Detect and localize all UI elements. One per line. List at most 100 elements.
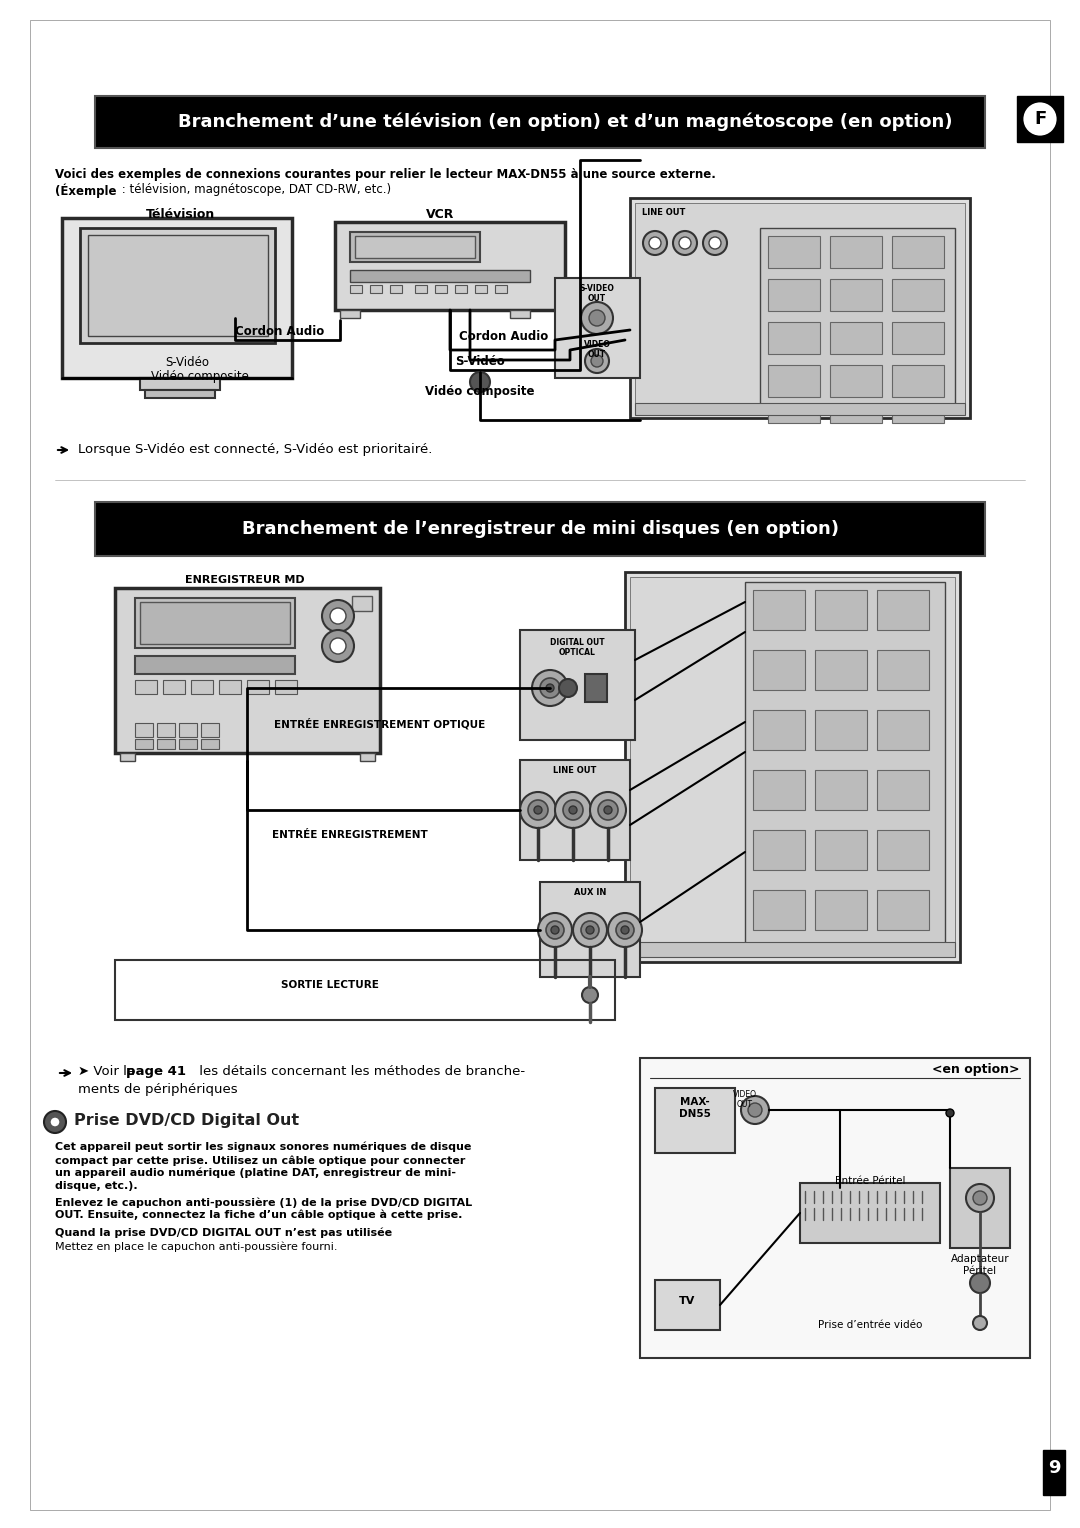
Circle shape [973, 1316, 987, 1329]
Bar [390, 286, 402, 293]
Circle shape [679, 237, 691, 249]
Bar [179, 723, 197, 736]
Bar [120, 753, 135, 761]
Text: un appareil audio numérique (platine DAT, enregistreur de mini-: un appareil audio numérique (platine DAT… [55, 1167, 456, 1178]
Text: Branchement de l’enregistreur de mini disques (en option): Branchement de l’enregistreur de mini di… [242, 520, 838, 538]
Circle shape [559, 678, 577, 697]
Bar [275, 680, 297, 694]
Text: Cet appareil peut sortir les signaux sonores numériques de disque: Cet appareil peut sortir les signaux son… [55, 1141, 471, 1152]
Bar [495, 286, 507, 293]
Bar [635, 203, 966, 413]
Circle shape [538, 914, 572, 947]
Circle shape [643, 231, 667, 255]
Bar [157, 740, 175, 749]
Bar [753, 830, 805, 869]
Circle shape [946, 1109, 954, 1117]
Bar [219, 680, 241, 694]
Text: Vidéo composite: Vidéo composite [426, 385, 535, 397]
Text: S-VIDEO
OUT: S-VIDEO OUT [580, 284, 615, 304]
Bar [163, 680, 185, 694]
Bar [892, 322, 944, 354]
Text: Enlevez le capuchon anti-poussière (1) de la prise DVD/CD DIGITAL: Enlevez le capuchon anti-poussière (1) d… [55, 1196, 472, 1207]
Bar [555, 278, 640, 377]
Text: LINE OUT: LINE OUT [553, 766, 596, 775]
Text: Vidéo composite: Vidéo composite [151, 370, 248, 384]
Text: Voici des exemples de connexions courantes pour relier le lecteur MAX-DN55 à une: Voici des exemples de connexions courant… [55, 168, 716, 180]
Text: 9: 9 [1048, 1459, 1061, 1478]
Bar [95, 96, 985, 148]
Bar [877, 830, 929, 869]
Bar [831, 365, 882, 397]
Bar [640, 1057, 1030, 1358]
Text: MAX-
DN55: MAX- DN55 [679, 1097, 711, 1118]
Circle shape [569, 805, 577, 814]
Circle shape [563, 801, 583, 821]
Circle shape [519, 792, 556, 828]
Text: AUX IN: AUX IN [573, 888, 606, 897]
Bar [877, 889, 929, 931]
Text: (Éxemple: (Éxemple [55, 183, 117, 197]
Bar [877, 649, 929, 691]
Circle shape [708, 237, 721, 249]
Bar [62, 219, 292, 377]
Text: LINE OUT: LINE OUT [642, 208, 686, 217]
Bar [831, 408, 882, 423]
Circle shape [586, 926, 594, 934]
Bar [753, 590, 805, 630]
Bar [370, 286, 382, 293]
Bar [635, 403, 966, 416]
Text: ENTRÉE ENREGISTREMENT OPTIQUE: ENTRÉE ENREGISTREMENT OPTIQUE [274, 718, 486, 729]
Bar [630, 199, 970, 419]
Text: Prise d’entrée vidéo: Prise d’entrée vidéo [818, 1320, 922, 1329]
Bar [892, 365, 944, 397]
Text: Adaptateur
Péritel: Adaptateur Péritel [950, 1254, 1010, 1276]
Text: Mettez en place le capuchon anti-poussière fourni.: Mettez en place le capuchon anti-poussiè… [55, 1242, 337, 1253]
Text: OPTICAL: OPTICAL [558, 648, 595, 657]
Bar [815, 590, 867, 630]
Text: F: F [1034, 110, 1047, 128]
Bar [140, 602, 291, 643]
Text: Entrée Péritel: Entrée Péritel [835, 1177, 905, 1186]
Circle shape [585, 348, 609, 373]
Text: Branchement d’une télévision (en option) et d’un magnétoscope (en option): Branchement d’une télévision (en option)… [178, 113, 953, 131]
Circle shape [673, 231, 697, 255]
Circle shape [973, 1190, 987, 1206]
Bar [201, 740, 219, 749]
Text: VIDEO
OUT: VIDEO OUT [583, 341, 610, 359]
Bar [475, 286, 487, 293]
Circle shape [621, 926, 629, 934]
Bar [157, 723, 175, 736]
Bar [654, 1088, 735, 1154]
Text: Cordon Audio: Cordon Audio [459, 330, 549, 342]
Bar [892, 280, 944, 312]
Circle shape [540, 678, 561, 698]
Bar [114, 588, 380, 753]
Bar [114, 960, 615, 1021]
Bar [87, 235, 268, 336]
Bar [753, 889, 805, 931]
Circle shape [582, 987, 598, 1002]
Bar [877, 770, 929, 810]
Bar [179, 740, 197, 749]
Bar [831, 235, 882, 267]
Circle shape [590, 792, 626, 828]
Text: TV: TV [679, 1296, 696, 1306]
Circle shape [322, 601, 354, 633]
Bar [135, 597, 295, 648]
Text: <en option>: <en option> [932, 1063, 1020, 1076]
Text: DIGITAL OUT: DIGITAL OUT [550, 639, 605, 646]
Bar [455, 286, 467, 293]
Bar [415, 286, 427, 293]
Bar [360, 753, 375, 761]
Text: Télévision: Télévision [146, 208, 215, 222]
Text: ments de périphériques: ments de périphériques [78, 1083, 238, 1096]
Circle shape [748, 1103, 762, 1117]
Text: VCR: VCR [426, 208, 455, 222]
Circle shape [1022, 101, 1058, 138]
Text: : télévision, magnétoscope, DAT CD-RW, etc.): : télévision, magnétoscope, DAT CD-RW, e… [118, 183, 391, 196]
Text: disque, etc.).: disque, etc.). [55, 1181, 137, 1190]
Bar [630, 941, 955, 957]
Bar [540, 882, 640, 976]
Bar [745, 582, 945, 952]
Bar [815, 889, 867, 931]
